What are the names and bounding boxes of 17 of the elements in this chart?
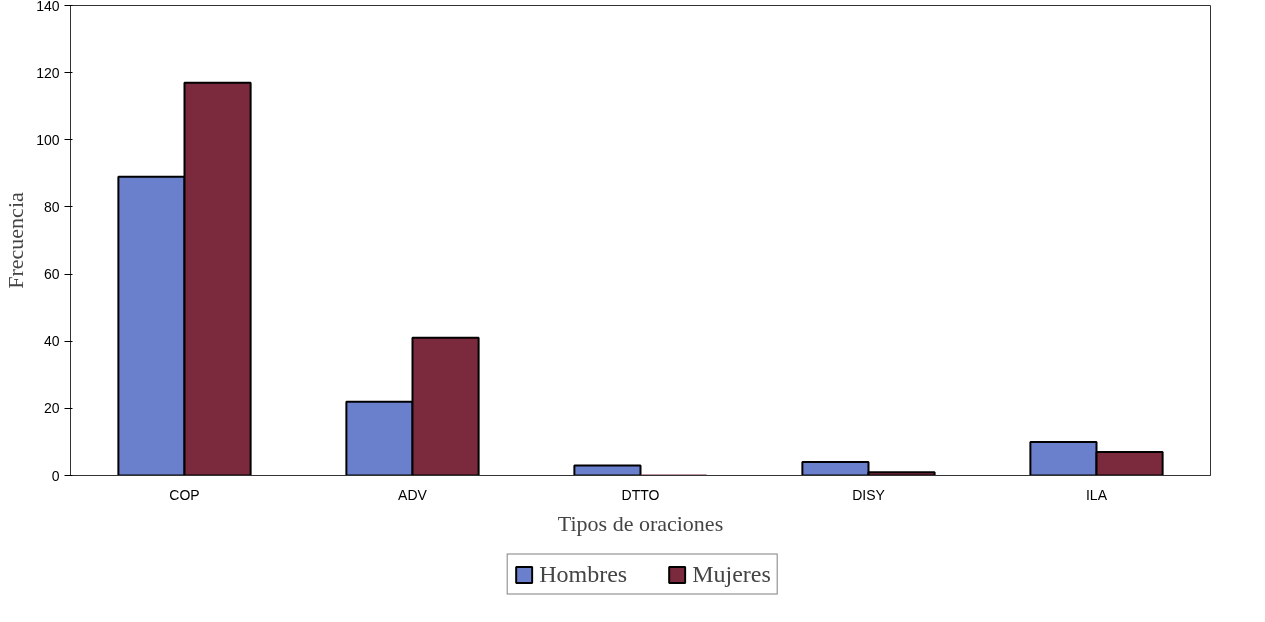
x-tick-label: COP — [169, 486, 200, 503]
legend-label: Mujeres — [692, 560, 771, 588]
x-tick-label: DTTO — [621, 486, 660, 503]
x-tick-label: DISY — [852, 486, 886, 503]
y-tick-label: 140 — [36, 0, 60, 14]
y-axis-title: Frecuencia — [3, 192, 29, 289]
legend-label: Hombres — [539, 560, 628, 588]
y-tick-label: 80 — [43, 198, 60, 215]
y-tick-label: 40 — [43, 333, 60, 350]
x-axis-title: Tipos de oraciones — [557, 510, 724, 536]
y-tick-label: 20 — [43, 400, 60, 417]
y-tick-label: 60 — [43, 266, 60, 283]
x-tick-label: ADV — [398, 486, 428, 503]
x-tick-label: ILA — [1085, 486, 1108, 503]
y-tick-label: 100 — [36, 131, 60, 148]
y-tick-label: 0 — [51, 467, 60, 484]
y-tick-label: 120 — [36, 64, 60, 81]
